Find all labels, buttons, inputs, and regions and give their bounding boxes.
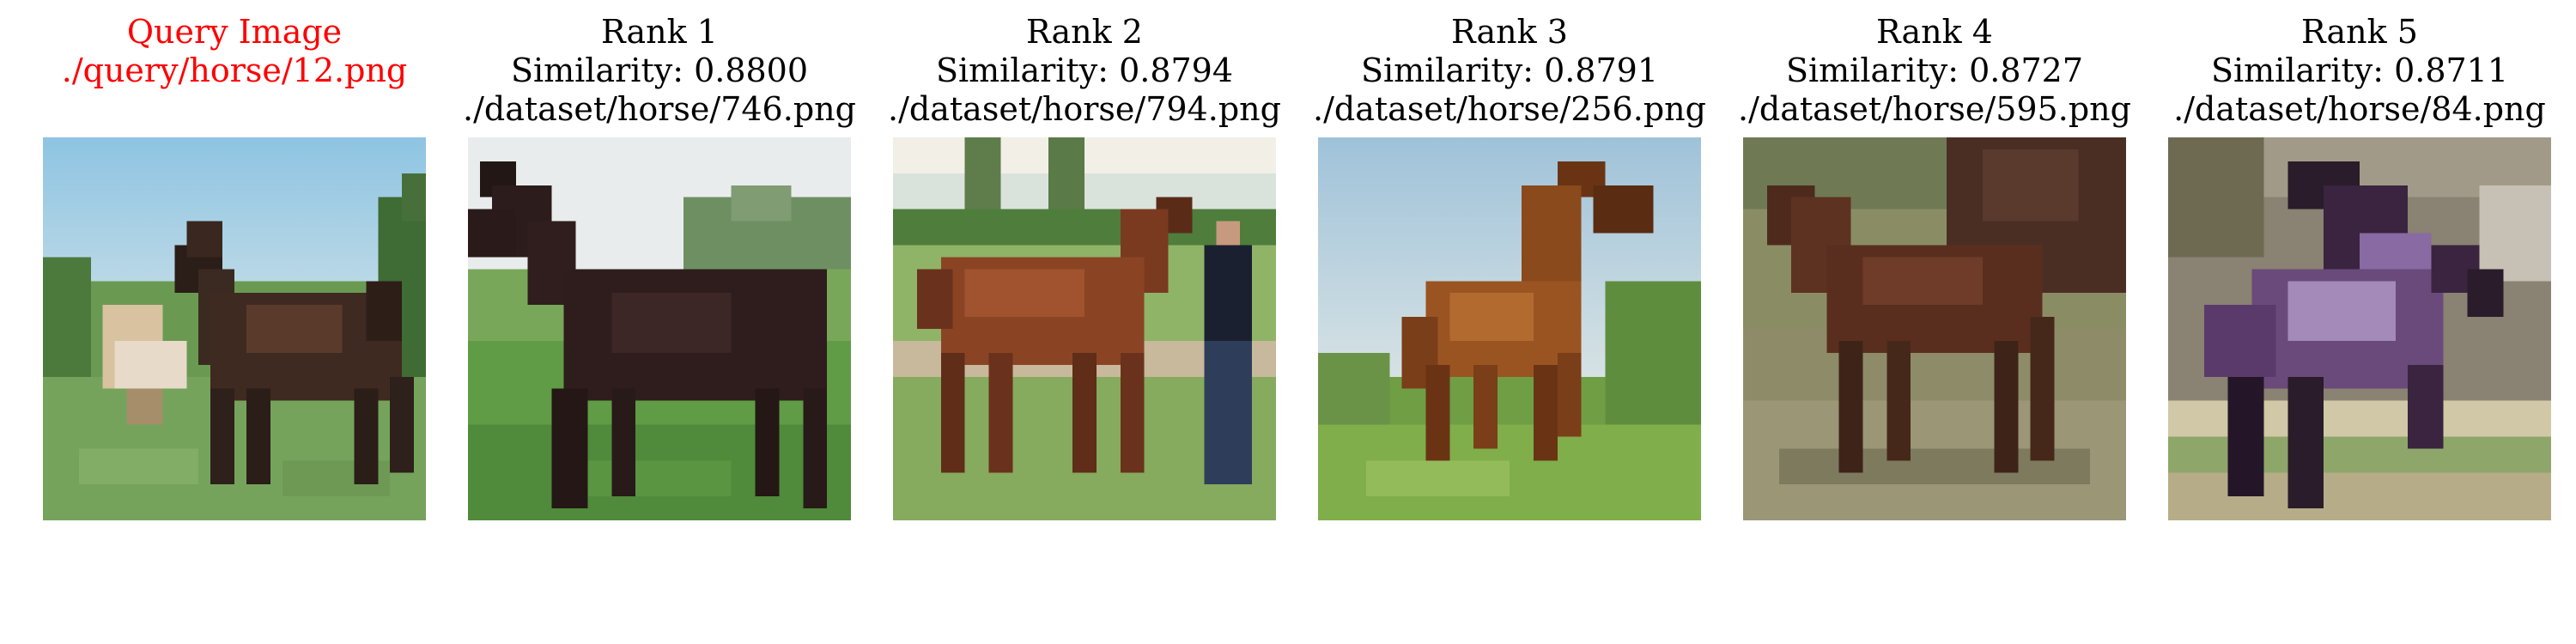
similarity-label: Similarity: 0.8727 — [1785, 52, 2084, 89]
result-title: Rank 4 Similarity: 0.8727 ./dataset/hors… — [1694, 13, 2175, 129]
similarity-label: Similarity: 0.8794 — [935, 52, 1234, 89]
similarity-label: Similarity: 0.8711 — [2210, 52, 2509, 89]
query-label: Query Image — [126, 13, 343, 51]
result-path: ./dataset/horse/256.png — [1313, 90, 1706, 128]
result-image — [2168, 137, 2551, 520]
query-title: Query Image ./query/horse/12.png — [0, 13, 475, 90]
result-title: Rank 5 Similarity: 0.8711 ./dataset/hors… — [2119, 13, 2576, 129]
query-image — [43, 137, 426, 520]
similarity-label: Similarity: 0.8791 — [1360, 52, 1659, 89]
result-image — [468, 137, 851, 520]
result-image — [1318, 137, 1701, 520]
rank-label: Rank 4 — [1876, 13, 1993, 51]
result-title: Rank 1 Similarity: 0.8800 ./dataset/hors… — [419, 13, 900, 129]
result-path: ./dataset/horse/84.png — [2173, 90, 2546, 128]
rank-label: Rank 2 — [1026, 13, 1143, 51]
result-path: ./dataset/horse/595.png — [1738, 90, 2131, 128]
result-path: ./dataset/horse/746.png — [463, 90, 856, 128]
result-title: Rank 2 Similarity: 0.8794 ./dataset/hors… — [844, 13, 1325, 129]
result-path: ./dataset/horse/794.png — [888, 90, 1281, 128]
similarity-label: Similarity: 0.8800 — [510, 52, 809, 89]
rank-label: Rank 3 — [1451, 13, 1568, 51]
result-image — [1743, 137, 2126, 520]
rank-label: Rank 5 — [2301, 13, 2418, 51]
query-path: ./query/horse/12.png — [61, 52, 408, 89]
rank-label: Rank 1 — [601, 13, 718, 51]
result-image — [893, 137, 1276, 520]
result-title: Rank 3 Similarity: 0.8791 ./dataset/hors… — [1269, 13, 1750, 129]
